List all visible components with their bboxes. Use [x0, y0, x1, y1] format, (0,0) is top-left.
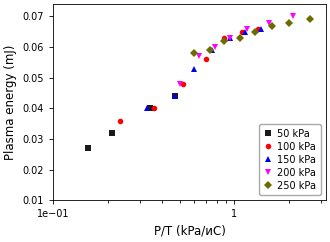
- 100 kPa: [118, 119, 122, 122]
- Line: 250 kPa: 250 kPa: [191, 17, 312, 56]
- 200 kPa: [213, 45, 217, 48]
- 200 kPa: [197, 55, 201, 58]
- 150 kPa: [210, 49, 214, 52]
- 150 kPa: [145, 107, 149, 110]
- 100 kPa: [204, 58, 208, 61]
- 200 kPa: [178, 82, 182, 85]
- Y-axis label: Plasma energy (mJ): Plasma energy (mJ): [4, 45, 17, 160]
- 50 kPa: [148, 107, 151, 110]
- 250 kPa: [287, 21, 291, 24]
- X-axis label: P/T (kPa/ᴎC): P/T (kPa/ᴎC): [153, 225, 225, 238]
- Line: 200 kPa: 200 kPa: [177, 14, 295, 87]
- 100 kPa: [222, 36, 226, 39]
- 250 kPa: [238, 36, 242, 39]
- 150 kPa: [243, 30, 247, 33]
- Line: 100 kPa: 100 kPa: [118, 26, 261, 123]
- 100 kPa: [256, 27, 260, 30]
- 250 kPa: [270, 24, 274, 27]
- 150 kPa: [228, 36, 232, 39]
- 100 kPa: [152, 107, 156, 110]
- 250 kPa: [192, 52, 196, 55]
- 200 kPa: [246, 27, 249, 30]
- 100 kPa: [240, 30, 244, 33]
- 250 kPa: [208, 49, 212, 52]
- 150 kPa: [173, 95, 177, 98]
- 150 kPa: [192, 67, 196, 70]
- Legend: 50 kPa, 100 kPa, 150 kPa, 200 kPa, 250 kPa: 50 kPa, 100 kPa, 150 kPa, 200 kPa, 250 k…: [259, 124, 321, 195]
- 200 kPa: [291, 15, 295, 18]
- 100 kPa: [181, 82, 185, 85]
- 150 kPa: [259, 27, 263, 30]
- 250 kPa: [222, 39, 226, 42]
- 50 kPa: [110, 131, 114, 134]
- 250 kPa: [253, 30, 257, 33]
- Line: 150 kPa: 150 kPa: [145, 26, 264, 111]
- 50 kPa: [173, 95, 177, 98]
- 200 kPa: [228, 36, 232, 39]
- 250 kPa: [308, 18, 312, 21]
- 50 kPa: [86, 147, 90, 150]
- 200 kPa: [267, 21, 271, 24]
- Line: 50 kPa: 50 kPa: [85, 93, 178, 151]
